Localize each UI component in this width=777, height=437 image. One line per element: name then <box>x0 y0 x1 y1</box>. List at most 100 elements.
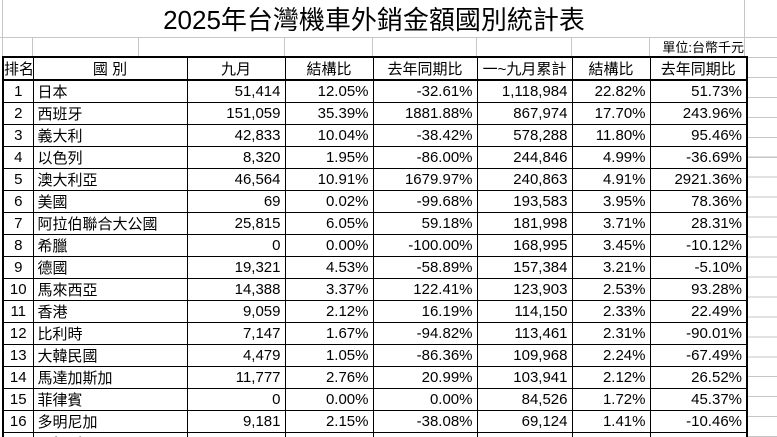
cell-country[interactable]: 馬來西亞 <box>32 278 188 301</box>
header-september[interactable]: 九月 <box>186 56 286 81</box>
cell-september-share[interactable]: 4.53% <box>284 256 374 279</box>
cell-rank[interactable]: 2 <box>2 102 34 125</box>
cell-cumulative-share[interactable]: 1.72% <box>571 388 651 411</box>
header-country[interactable]: 國 別 <box>32 56 188 81</box>
cell-september-value[interactable]: 9,181 <box>186 410 286 433</box>
cell-cumulative-value[interactable]: 69,026 <box>476 432 573 437</box>
cell-september-value[interactable]: 8,320 <box>186 146 286 169</box>
cell-cumulative-yoy[interactable]: -10.12% <box>649 234 748 257</box>
cell-september-value[interactable]: 7,147 <box>186 322 286 345</box>
cell-cumulative-share[interactable]: 17.70% <box>571 102 651 125</box>
cell-rank[interactable]: 13 <box>2 344 34 367</box>
cell-rank[interactable]: 14 <box>2 366 34 389</box>
cell-september-yoy[interactable]: -58.89% <box>372 256 478 279</box>
cell-september-yoy[interactable]: -86.36% <box>372 344 478 367</box>
cell-september-share[interactable]: 0.00% <box>284 388 374 411</box>
cell-cumulative-yoy[interactable]: -5.10% <box>649 256 748 279</box>
cell-cumulative-yoy[interactable]: -10.46% <box>649 410 748 433</box>
cell-country[interactable]: 西班牙 <box>32 102 188 125</box>
cell-cumulative-yoy[interactable]: 2921.36% <box>649 168 748 191</box>
cell-cumulative-share[interactable]: 1.41% <box>571 410 651 433</box>
cell-cumulative-value[interactable]: 123,903 <box>476 278 573 301</box>
cell-cumulative-share[interactable]: 11.80% <box>571 124 651 147</box>
cell-cumulative-value[interactable]: 181,998 <box>476 212 573 235</box>
cell-september-yoy[interactable]: 0.00% <box>372 388 478 411</box>
cell-september-value[interactable]: 42,833 <box>186 124 286 147</box>
cell-september-yoy[interactable]: 20.99% <box>372 366 478 389</box>
cell-cumulative-share[interactable]: 2.33% <box>571 300 651 323</box>
cell-rank[interactable]: 9 <box>2 256 34 279</box>
cell-september-share[interactable]: 2.15% <box>284 410 374 433</box>
cell-september-share[interactable]: 10.04% <box>284 124 374 147</box>
cell-cumulative-value[interactable]: 1,118,984 <box>476 79 573 103</box>
cell-cumulative-value[interactable]: 157,384 <box>476 256 573 279</box>
cell-cumulative-share[interactable]: 22.82% <box>571 79 651 103</box>
cell-september-value[interactable]: 151,059 <box>186 102 286 125</box>
cell-september-value[interactable]: 69 <box>186 190 286 213</box>
cell-september-yoy[interactable]: -99.68% <box>372 190 478 213</box>
cell-cumulative-value[interactable]: 109,968 <box>476 344 573 367</box>
cell-september-share[interactable]: 1.95% <box>284 146 374 169</box>
cell-september-value[interactable]: 11,777 <box>186 366 286 389</box>
cell-september-value[interactable]: 4,479 <box>186 344 286 367</box>
cell-cumulative-share[interactable]: 3.95% <box>571 190 651 213</box>
cell-rank[interactable]: 16 <box>2 410 34 433</box>
cell-september-share[interactable]: 6.05% <box>284 212 374 235</box>
cell-september-share[interactable]: 1.67% <box>284 322 374 345</box>
cell-rank[interactable]: 1 <box>2 79 34 103</box>
cell-cumulative-share[interactable]: 2.31% <box>571 322 651 345</box>
header-rank[interactable]: 排名 <box>2 56 34 81</box>
cell-cumulative-value[interactable]: 113,461 <box>476 322 573 345</box>
cell-cumulative-value[interactable]: 867,974 <box>476 102 573 125</box>
cell-cumulative-value[interactable]: 114,150 <box>476 300 573 323</box>
cell-cumulative-yoy[interactable]: 93.28% <box>649 278 748 301</box>
cell-september-yoy[interactable]: 1881.88% <box>372 102 478 125</box>
cell-september-value[interactable]: 0 <box>186 234 286 257</box>
cell-cumulative-yoy[interactable]: 51.73% <box>649 79 748 103</box>
header-jan-sep-cumulative[interactable]: 一~九月累計 <box>476 56 573 81</box>
cell-september-yoy[interactable]: 16.19% <box>372 300 478 323</box>
cell-cumulative-share[interactable]: 4.99% <box>571 146 651 169</box>
cell-september-yoy[interactable]: -38.08% <box>372 410 478 433</box>
cell-cumulative-value[interactable]: 69,124 <box>476 410 573 433</box>
cell-september-share[interactable]: 35.39% <box>284 102 374 125</box>
cell-september-yoy[interactable]: -59.43% <box>372 432 478 437</box>
cell-cumulative-share[interactable]: 1.41% <box>571 432 651 437</box>
cell-country[interactable]: 香港 <box>32 300 188 323</box>
cell-september-value[interactable]: 25,815 <box>186 212 286 235</box>
cell-september-value[interactable]: 19,321 <box>186 256 286 279</box>
cell-country[interactable]: 阿根廷 <box>32 432 188 437</box>
cell-rank[interactable]: 11 <box>2 300 34 323</box>
cell-cumulative-value[interactable]: 244,846 <box>476 146 573 169</box>
cell-cumulative-value[interactable]: 193,583 <box>476 190 573 213</box>
header-september-share[interactable]: 結構比 <box>284 56 374 81</box>
cell-rank[interactable]: 6 <box>2 190 34 213</box>
cell-september-yoy[interactable]: -32.61% <box>372 79 478 103</box>
cell-rank[interactable]: 3 <box>2 124 34 147</box>
cell-september-share[interactable]: 1.36% <box>284 432 374 437</box>
cell-cumulative-yoy[interactable]: 95.46% <box>649 124 748 147</box>
cell-country[interactable]: 澳大利亞 <box>32 168 188 191</box>
cell-cumulative-yoy[interactable]: 28.31% <box>649 212 748 235</box>
cell-rank[interactable]: 15 <box>2 388 34 411</box>
cell-cumulative-yoy[interactable]: 22.49% <box>649 300 748 323</box>
cell-september-share[interactable]: 2.12% <box>284 300 374 323</box>
cell-september-yoy[interactable]: -100.00% <box>372 234 478 257</box>
cell-september-value[interactable]: 9,059 <box>186 300 286 323</box>
header-september-yoy[interactable]: 去年同期比 <box>372 56 478 81</box>
cell-rank[interactable]: 4 <box>2 146 34 169</box>
cell-cumulative-share[interactable]: 3.21% <box>571 256 651 279</box>
cell-cumulative-yoy[interactable]: -36.69% <box>649 146 748 169</box>
cell-cumulative-share[interactable]: 3.71% <box>571 212 651 235</box>
header-cumulative-yoy[interactable]: 去年同期比 <box>649 56 748 81</box>
cell-september-yoy[interactable]: -38.42% <box>372 124 478 147</box>
cell-cumulative-yoy[interactable]: 26.52% <box>649 366 748 389</box>
cell-september-share[interactable]: 1.05% <box>284 344 374 367</box>
cell-country[interactable]: 大韓民國 <box>32 344 188 367</box>
cell-september-share[interactable]: 10.91% <box>284 168 374 191</box>
cell-cumulative-share[interactable]: 4.91% <box>571 168 651 191</box>
cell-cumulative-yoy[interactable]: 344.64% <box>649 432 748 437</box>
cell-september-share[interactable]: 12.05% <box>284 79 374 103</box>
cell-cumulative-yoy[interactable]: -67.49% <box>649 344 748 367</box>
cell-country[interactable]: 美國 <box>32 190 188 213</box>
